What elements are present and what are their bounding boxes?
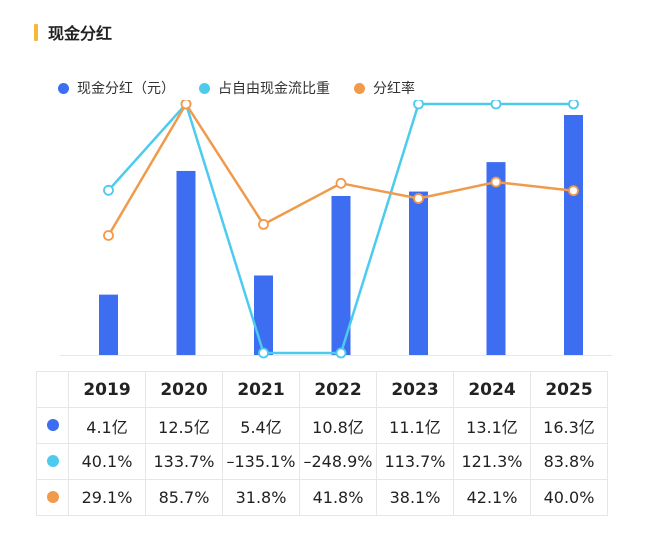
table-header-year: 2025 xyxy=(530,371,608,408)
section-accent-bar xyxy=(34,23,38,41)
point-fcf-ratio xyxy=(103,184,114,196)
point-payout xyxy=(490,176,502,188)
chart-legend: 现金分红（元） 占自由现金流比重 分红率 xyxy=(58,78,439,98)
table-header-year: 2019 xyxy=(68,371,146,408)
table-cell: 133.7% xyxy=(145,443,223,480)
table-cell: 12.5亿 xyxy=(145,407,223,444)
table-header-year: 2021 xyxy=(222,371,300,408)
bar-dividend xyxy=(331,195,351,355)
data-table: 2019 2020 2021 2022 2023 2024 2025 4.1亿 … xyxy=(36,371,608,516)
table-cell: 4.1亿 xyxy=(68,407,146,444)
legend-dot-payout xyxy=(354,82,365,94)
legend-item-fcf-ratio: 占自由现金流比重 xyxy=(199,78,330,98)
point-payout xyxy=(335,177,347,189)
table-cell: 11.1亿 xyxy=(376,407,454,444)
table-row-payout: 29.1% 85.7% 31.8% 41.8% 38.1% 42.1% 40.0… xyxy=(36,479,608,516)
table-cell: 16.3亿 xyxy=(530,407,608,444)
table-cell: 85.7% xyxy=(145,479,223,516)
point-payout xyxy=(180,100,192,110)
point-payout xyxy=(413,193,424,204)
table-cell: 121.3% xyxy=(453,443,531,480)
point-payout xyxy=(103,230,114,241)
table-cell: –248.9% xyxy=(299,443,377,480)
row-dot-fcf-ratio xyxy=(46,455,59,467)
table-header-row: 2019 2020 2021 2022 2023 2024 2025 xyxy=(36,371,608,408)
bar-dividend xyxy=(409,191,428,355)
row-marker-cell xyxy=(36,479,69,516)
point-fcf-ratio xyxy=(568,100,579,110)
legend-dot-dividend xyxy=(58,82,69,94)
point-fcf-ratio xyxy=(413,100,424,110)
point-fcf-ratio xyxy=(335,347,347,359)
table-cell: 29.1% xyxy=(68,479,146,516)
legend-label-payout: 分红率 xyxy=(373,81,415,97)
bar-dividend xyxy=(254,275,273,355)
row-dot-dividend xyxy=(46,419,59,431)
table-cell: 10.8亿 xyxy=(299,407,377,444)
point-fcf-ratio xyxy=(258,347,269,359)
table-cell: 38.1% xyxy=(376,479,454,516)
combo-chart xyxy=(60,100,612,359)
row-marker-cell xyxy=(36,407,69,444)
table-cell: 113.7% xyxy=(376,443,454,480)
section-header: 现金分红 xyxy=(34,22,113,43)
legend-label-dividend: 现金分红（元） xyxy=(77,81,175,97)
table-cell: 5.4亿 xyxy=(222,407,300,444)
table-row-fcf-ratio: 40.1% 133.7% –135.1% –248.9% 113.7% 121.… xyxy=(36,443,608,480)
bar-dividend xyxy=(99,294,118,355)
bar-dividend xyxy=(486,162,506,355)
table-cell: 41.8% xyxy=(299,479,377,516)
point-payout xyxy=(258,218,269,230)
table-cell: 40.0% xyxy=(530,479,608,516)
table-cell: 40.1% xyxy=(68,443,146,480)
legend-item-payout: 分红率 xyxy=(354,78,415,98)
table-cell: 42.1% xyxy=(453,479,531,516)
table-cell: 31.8% xyxy=(222,479,300,516)
table-cell: 83.8% xyxy=(530,443,608,480)
bar-dividend xyxy=(564,115,583,355)
table-header-year: 2024 xyxy=(453,371,531,408)
table-header-year: 2023 xyxy=(376,371,454,408)
row-marker-cell xyxy=(36,443,69,480)
section-title: 现金分红 xyxy=(48,24,113,43)
table-cell: –135.1% xyxy=(222,443,300,480)
point-fcf-ratio xyxy=(490,100,502,110)
table-header-year: 2020 xyxy=(145,371,223,408)
table-corner-cell xyxy=(36,371,69,408)
table-header-year: 2022 xyxy=(299,371,377,408)
legend-label-fcf-ratio: 占自由现金流比重 xyxy=(218,81,330,97)
table-cell: 13.1亿 xyxy=(453,407,531,444)
bar-dividend xyxy=(176,170,196,355)
row-dot-payout xyxy=(46,491,59,503)
table-row-dividend: 4.1亿 12.5亿 5.4亿 10.8亿 11.1亿 13.1亿 16.3亿 xyxy=(36,407,608,444)
point-payout xyxy=(568,185,579,197)
legend-dot-fcf-ratio xyxy=(199,82,210,94)
legend-item-dividend: 现金分红（元） xyxy=(58,78,175,98)
